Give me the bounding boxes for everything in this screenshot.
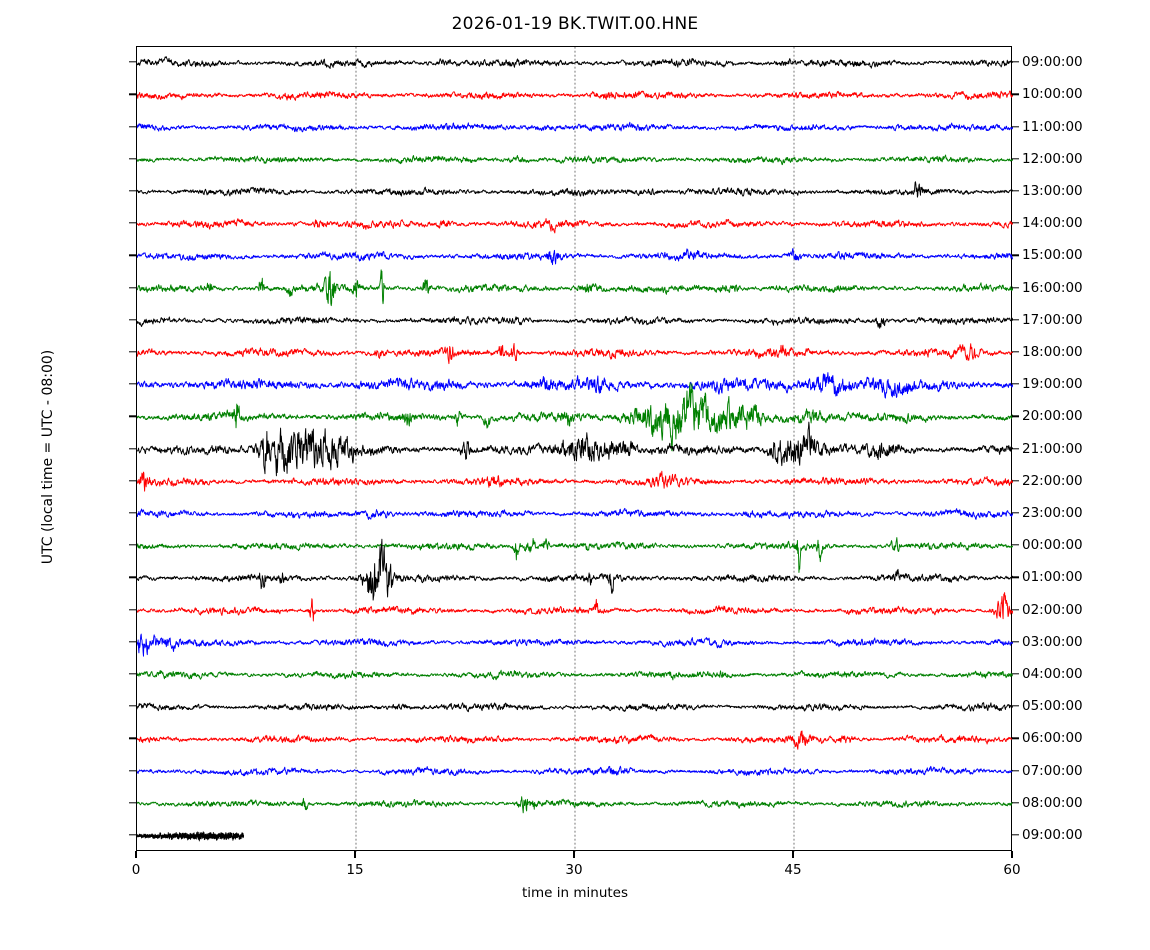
- y-axis-right-tick-mark: [1012, 286, 1019, 289]
- y-axis-right-tick-mark: [1012, 318, 1019, 321]
- x-axis-tick-label: 45: [784, 862, 802, 878]
- seismogram-traces-canvas: [137, 47, 1013, 852]
- y-axis-left-tick-mark: [129, 834, 136, 836]
- y-axis-left-tick-mark: [129, 512, 136, 514]
- x-axis-tick-mark: [1011, 851, 1013, 858]
- y-axis-right-tick-mark: [1012, 447, 1019, 450]
- y-axis-right-tick-label: 15:00:00: [1022, 247, 1083, 264]
- y-axis-left-tick-mark: [129, 447, 136, 450]
- x-axis-tick-mark: [573, 851, 575, 858]
- x-axis-tick-mark: [792, 851, 794, 858]
- y-axis-right-tick-mark: [1012, 705, 1019, 707]
- y-axis-right-tick-mark: [1012, 608, 1019, 611]
- page-title: 2026-01-19 BK.TWIT.00.HNE: [451, 14, 699, 34]
- y-axis-right-tick-mark: [1012, 222, 1019, 224]
- y-axis-left-tick-mark: [129, 608, 136, 611]
- y-axis-right-tick-label: 09:00:00: [1022, 826, 1083, 843]
- x-axis-tick-mark: [354, 851, 356, 858]
- y-axis-right-tick-mark: [1012, 512, 1019, 514]
- y-axis-left-tick-mark: [129, 61, 136, 63]
- x-axis-tick-label: 15: [346, 862, 364, 878]
- y-axis-left-tick-mark: [129, 801, 136, 804]
- y-axis-left-tick-mark: [129, 737, 136, 739]
- y-axis-right-tick-label: 16:00:00: [1022, 279, 1083, 296]
- y-axis-right-tick-label: 23:00:00: [1022, 504, 1083, 521]
- y-axis-right-tick-label: 11:00:00: [1022, 118, 1083, 135]
- y-axis-right-tick-label: 07:00:00: [1022, 762, 1083, 779]
- y-axis-right-tick-mark: [1012, 125, 1019, 128]
- y-axis-left-tick-mark: [129, 286, 136, 289]
- y-axis-right-tick-label: 21:00:00: [1022, 440, 1083, 457]
- y-axis-left-tick-mark: [129, 415, 136, 417]
- y-axis-left-tick-mark: [129, 318, 136, 321]
- y-axis-right-tick-label: 00:00:00: [1022, 537, 1083, 554]
- y-axis-left-tick-mark: [129, 222, 136, 224]
- y-axis-right-tick-mark: [1012, 61, 1019, 63]
- y-axis-right-tick-mark: [1012, 479, 1019, 482]
- x-axis-tick-label: 0: [131, 862, 141, 878]
- y-axis-label: UTC (local time = UTC - 08:00): [40, 349, 56, 565]
- y-axis-right-tick-label: 20:00:00: [1022, 408, 1083, 425]
- y-axis-left-tick-mark: [129, 479, 136, 482]
- y-axis-right-tick-label: 05:00:00: [1022, 698, 1083, 715]
- y-axis-right-tick-mark: [1012, 415, 1019, 417]
- y-axis-right-tick-label: 03:00:00: [1022, 633, 1083, 650]
- y-axis-right-tick-label: 18:00:00: [1022, 343, 1083, 360]
- y-axis-left-tick-mark: [129, 125, 136, 128]
- y-axis-left-tick-mark: [129, 673, 136, 675]
- x-axis-tick-label: 60: [1003, 862, 1021, 878]
- y-axis-left-tick-mark: [129, 383, 136, 385]
- y-axis-right-tick-label: 06:00:00: [1022, 730, 1083, 747]
- y-axis-right-tick-mark: [1012, 576, 1019, 578]
- y-axis-right-tick-mark: [1012, 351, 1019, 353]
- y-axis-left-tick-mark: [129, 576, 136, 578]
- y-axis-right-tick-label: 09:00:00: [1022, 54, 1083, 71]
- y-axis-right-tick-mark: [1012, 383, 1019, 385]
- y-axis-right-tick-label: 14:00:00: [1022, 215, 1083, 232]
- x-axis-tick-mark: [135, 851, 137, 858]
- y-axis-right-tick-label: 12:00:00: [1022, 150, 1083, 167]
- y-axis-left-tick-mark: [129, 157, 136, 160]
- y-axis-right-tick-mark: [1012, 737, 1019, 739]
- y-axis-right-tick-label: 01:00:00: [1022, 569, 1083, 586]
- y-axis-left-tick-mark: [129, 640, 136, 643]
- y-axis-right-tick-label: 10:00:00: [1022, 86, 1083, 103]
- y-axis-right-tick-mark: [1012, 640, 1019, 643]
- y-axis-right-tick-mark: [1012, 93, 1019, 95]
- y-axis-right-tick-mark: [1012, 544, 1019, 546]
- plot-area: [136, 46, 1013, 852]
- y-axis-right-tick-label: 17:00:00: [1022, 311, 1083, 328]
- y-axis-right-tick-mark: [1012, 769, 1019, 772]
- y-axis-left-tick-mark: [129, 93, 136, 95]
- y-axis-right-tick-mark: [1012, 834, 1019, 836]
- x-axis-label: time in minutes: [521, 885, 629, 901]
- y-axis-right-tick-label: 13:00:00: [1022, 182, 1083, 199]
- y-axis-right-tick-mark: [1012, 190, 1019, 192]
- y-axis-left-tick-mark: [129, 544, 136, 546]
- x-axis-tick-label: 30: [565, 862, 583, 878]
- y-axis-left-tick-mark: [129, 769, 136, 772]
- y-axis-left-tick-mark: [129, 351, 136, 353]
- y-axis-right-tick-label: 22:00:00: [1022, 472, 1083, 489]
- y-axis-right-tick-mark: [1012, 673, 1019, 675]
- y-axis-left-tick-mark: [129, 254, 136, 256]
- y-axis-left-tick-mark: [129, 705, 136, 707]
- y-axis-right-tick-mark: [1012, 801, 1019, 804]
- y-axis-right-tick-label: 04:00:00: [1022, 665, 1083, 682]
- y-axis-right-tick-label: 19:00:00: [1022, 376, 1083, 393]
- y-axis-right-tick-mark: [1012, 254, 1019, 256]
- y-axis-right-tick-label: 08:00:00: [1022, 794, 1083, 811]
- y-axis-left-tick-mark: [129, 190, 136, 192]
- y-axis-right-tick-label: 02:00:00: [1022, 601, 1083, 618]
- y-axis-right-tick-mark: [1012, 157, 1019, 160]
